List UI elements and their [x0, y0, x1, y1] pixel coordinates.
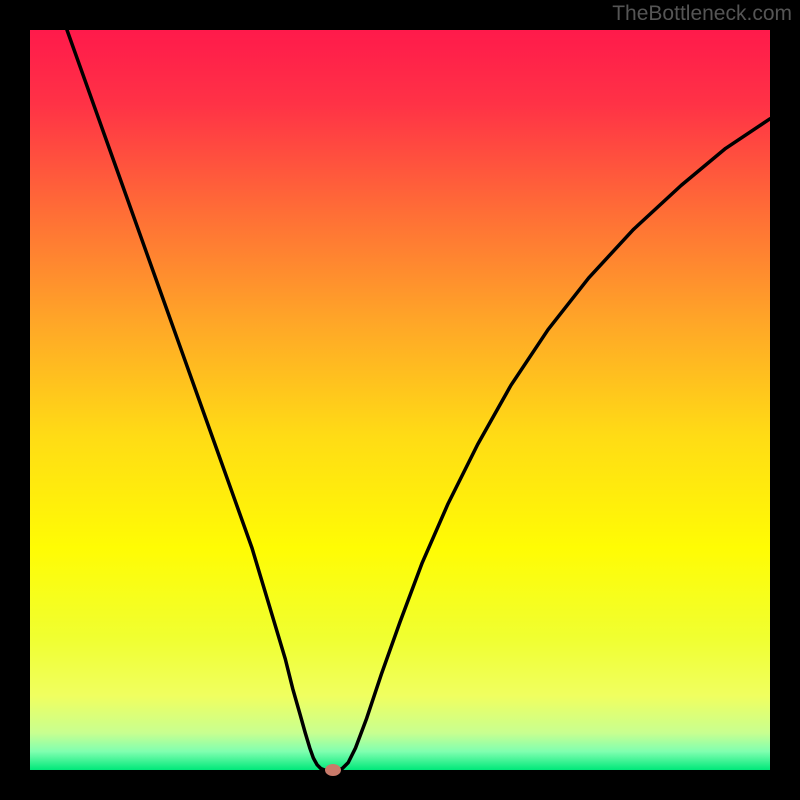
bottleneck-curve	[30, 30, 770, 770]
plot-area	[30, 30, 770, 770]
watermark-text: TheBottleneck.com	[612, 2, 792, 26]
optimal-point-marker	[325, 764, 341, 776]
curve-path	[67, 30, 770, 770]
